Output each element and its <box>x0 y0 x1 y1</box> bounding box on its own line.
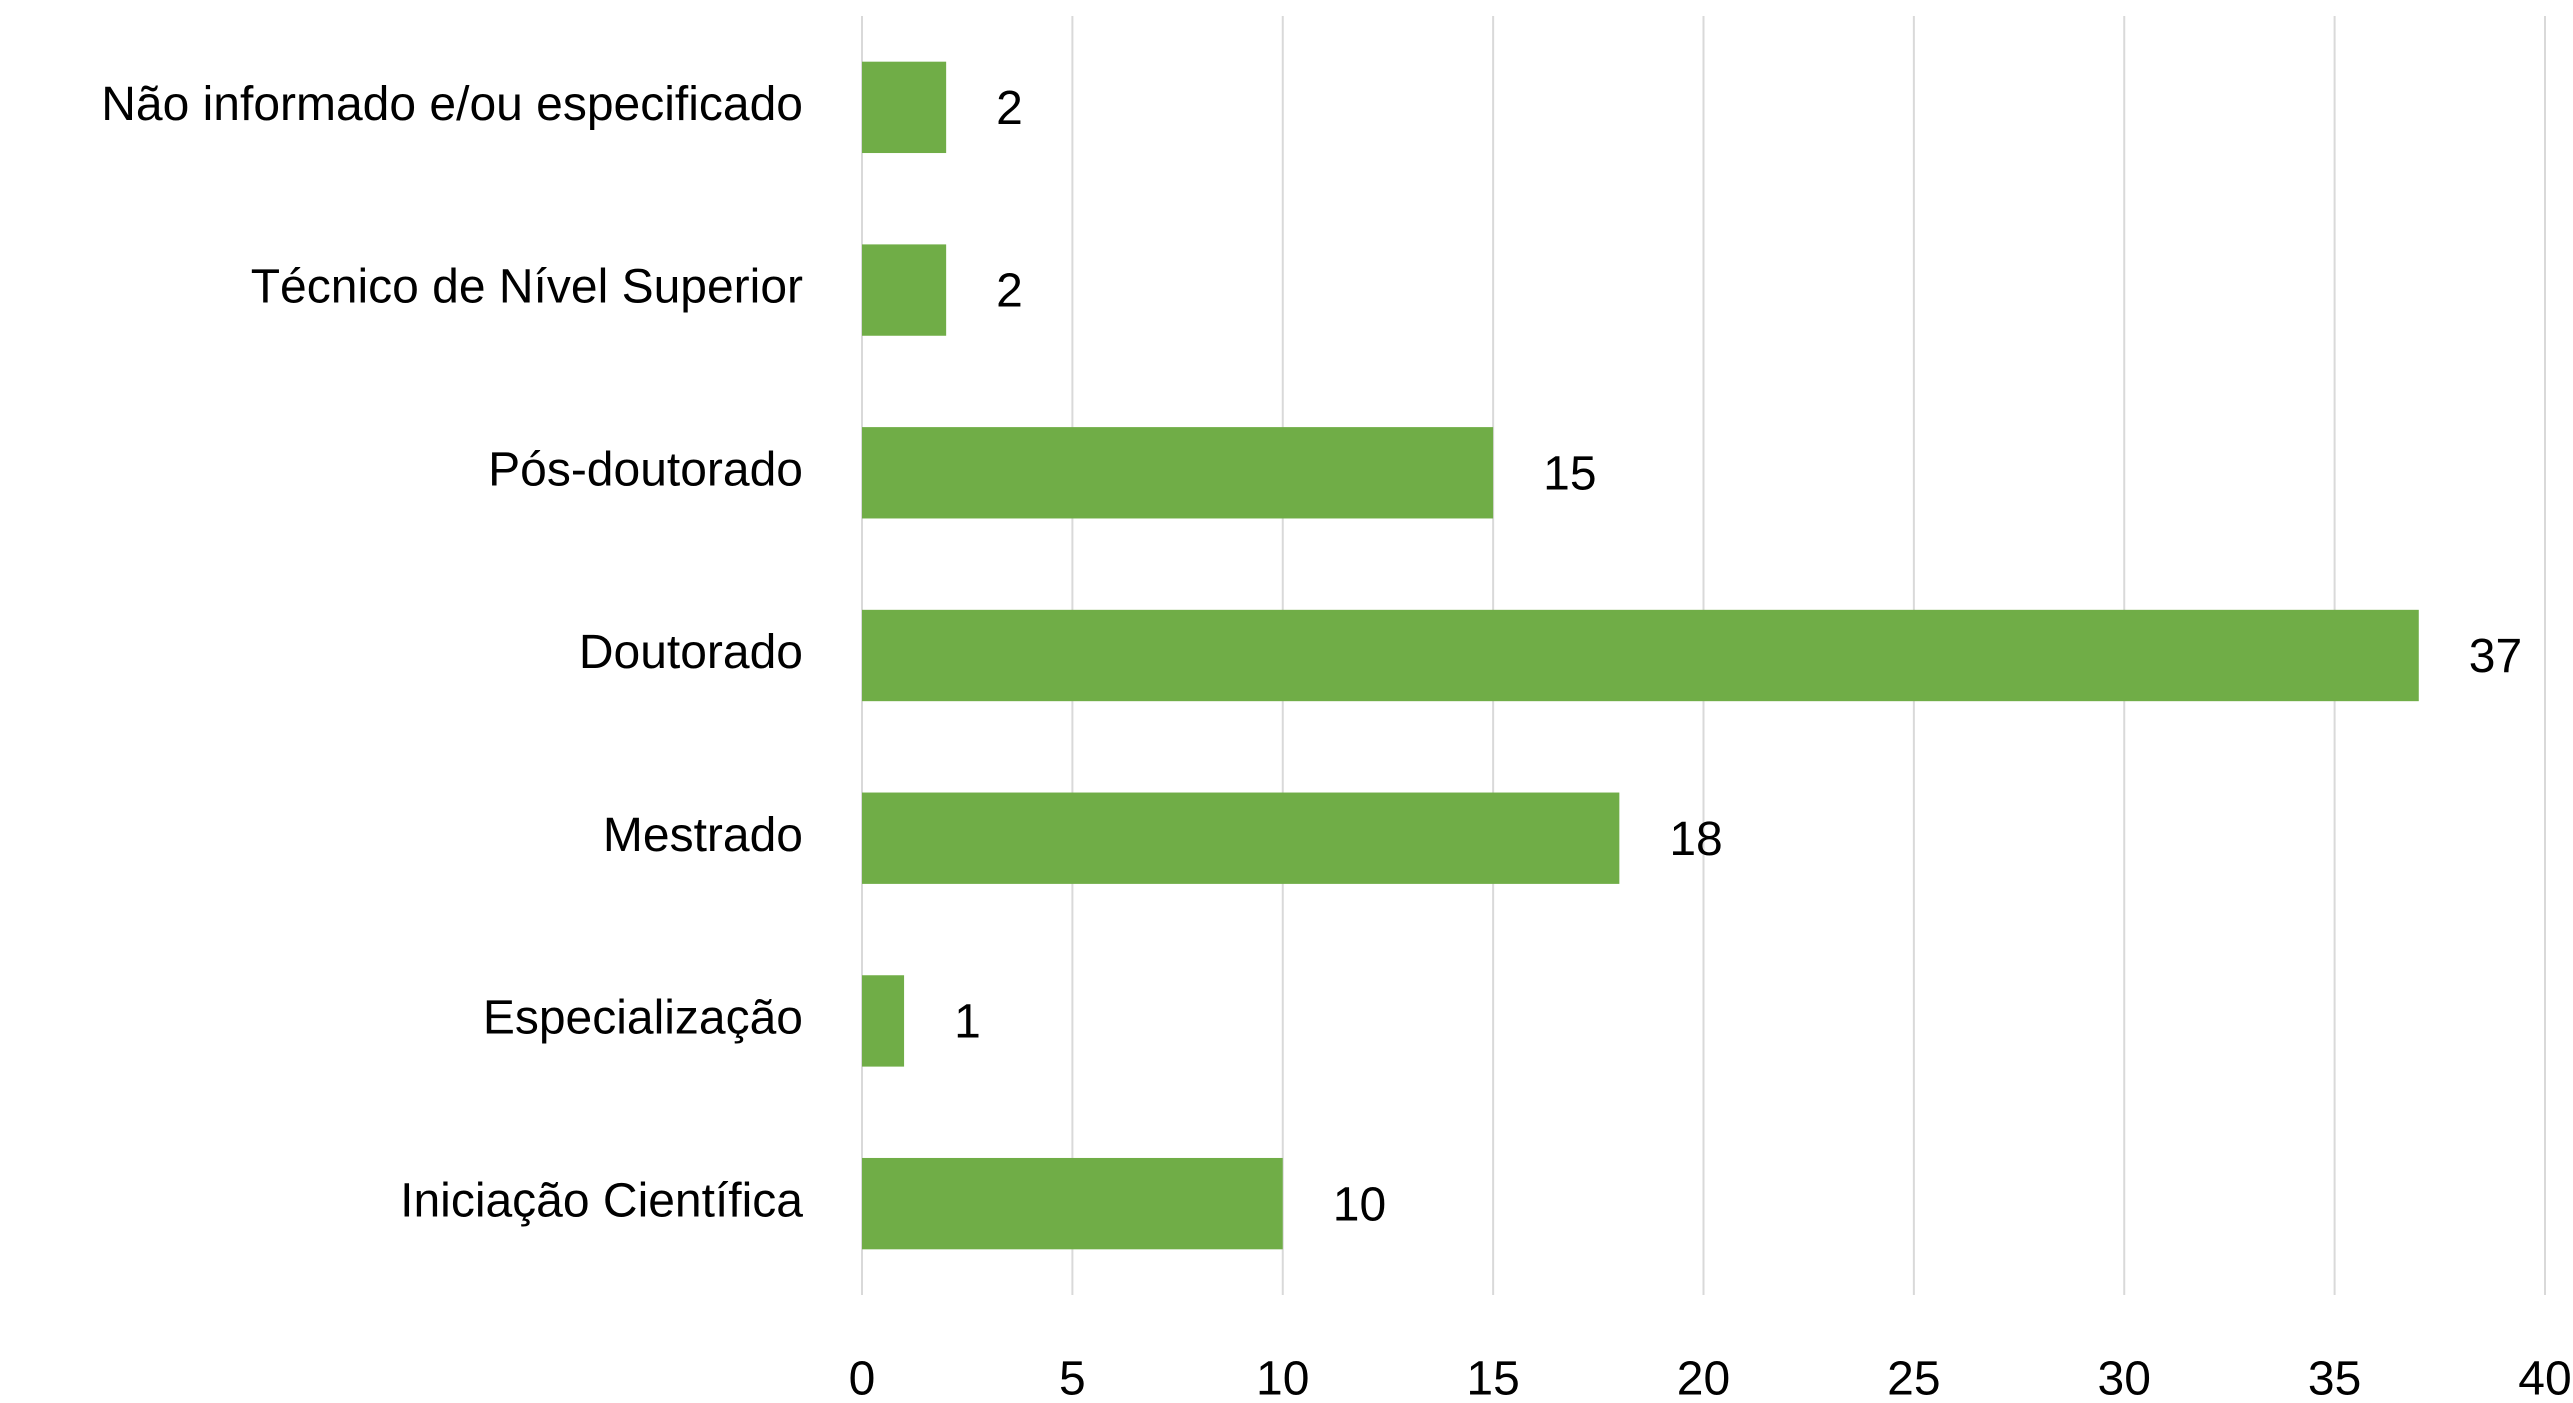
bar <box>862 244 947 336</box>
y-tick-label: Especialização <box>483 992 803 1045</box>
data-label: 2 <box>996 82 1023 135</box>
data-label: 1 <box>954 996 981 1049</box>
x-tick-label: 35 <box>2308 1353 2361 1403</box>
data-label: 10 <box>1333 1178 1386 1231</box>
y-tick-label: Mestrado <box>603 809 803 862</box>
bar <box>862 61 947 154</box>
data-label: 2 <box>996 265 1023 318</box>
y-tick-label: Técnico de Nível Superior <box>251 261 803 314</box>
bar <box>862 975 905 1067</box>
bar <box>862 427 1494 519</box>
data-label: 15 <box>1543 447 1596 500</box>
x-tick-label: 25 <box>1887 1353 1940 1403</box>
y-tick-label: Doutorado <box>579 626 803 679</box>
x-tick-label: 10 <box>1256 1353 1309 1403</box>
data-label: 37 <box>2469 630 2522 683</box>
x-tick-label: 30 <box>2098 1353 2151 1403</box>
x-tick-label: 20 <box>1677 1353 1730 1403</box>
x-tick-label: 40 <box>2518 1353 2571 1403</box>
bar <box>862 609 2419 702</box>
x-tick-label: 0 <box>849 1353 876 1403</box>
x-tick-label: 5 <box>1059 1353 1086 1403</box>
data-label: 18 <box>1669 813 1722 866</box>
x-tick-label: 15 <box>1466 1353 1519 1403</box>
y-tick-label: Iniciação Científica <box>400 1174 803 1227</box>
y-tick-label: Não informado e/ou especificado <box>101 78 803 131</box>
bar <box>862 792 1620 884</box>
y-tick-label: Pós-doutorado <box>488 443 803 496</box>
bar <box>862 1157 1283 1250</box>
